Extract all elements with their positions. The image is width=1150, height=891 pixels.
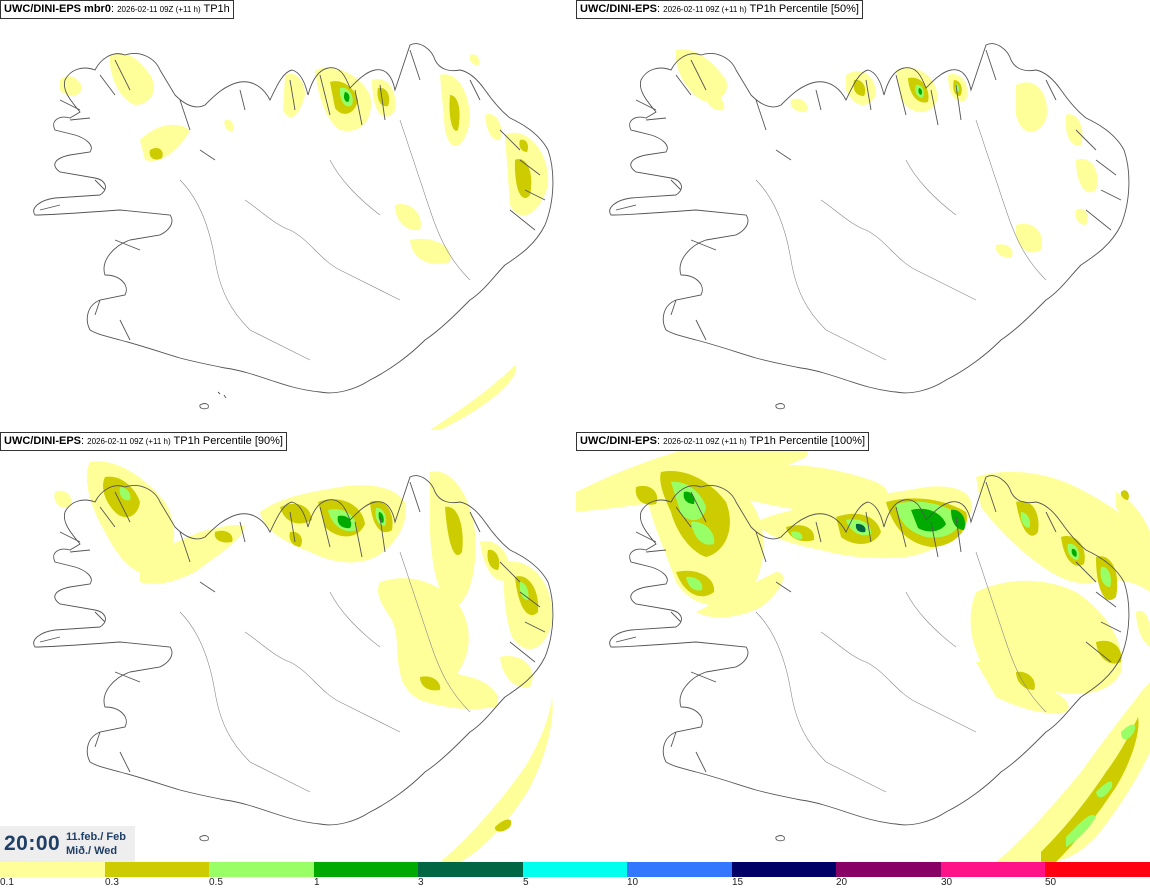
colorbar-label: 5 — [523, 877, 529, 888]
precip-colorbar — [0, 862, 1150, 877]
panel-field: TP1h Percentile [100%] — [749, 435, 866, 447]
precip-shading — [54, 461, 553, 862]
map-panel-p50: UWC/DINI-EPS: 2026-02-11 09Z (+11 h) TP1… — [576, 0, 1150, 430]
colorbar-segment — [418, 862, 523, 877]
map-panel-p100: UWC/DINI-EPS: 2026-02-11 09Z (+11 h) TP1… — [576, 432, 1150, 862]
map-panel-member0: UWC/DINI-EPS mbr0: 2026-02-11 09Z (+11 h… — [0, 0, 574, 430]
precip-shading — [576, 437, 1150, 862]
panel-title: UWC/DINI-EPS: 2026-02-11 09Z (+11 h) TP1… — [576, 0, 863, 19]
valid-date: 11.feb./ Feb — [66, 831, 126, 843]
colorbar-segment — [836, 862, 941, 877]
colorbar-segment — [209, 862, 314, 877]
precip-shading — [675, 49, 1098, 258]
precip-map — [609, 43, 1130, 410]
colorbar-segment — [314, 862, 419, 877]
colorbar-segment — [105, 862, 210, 877]
panel-title: UWC/DINI-EPS mbr0: 2026-02-11 09Z (+11 h… — [0, 0, 234, 19]
colorbar-segment — [0, 862, 105, 877]
colorbar-label: 50 — [1045, 877, 1057, 888]
iceland-coastline — [33, 475, 554, 842]
valid-time: 20:00 — [4, 832, 61, 855]
colorbar-segment — [941, 862, 1046, 877]
colorbar-label: 3 — [418, 877, 424, 888]
iceland-coastline — [33, 43, 554, 410]
iceland-coastline — [609, 475, 1130, 842]
panel-run: 2026-02-11 09Z (+11 h) — [117, 5, 201, 14]
panel-run: 2026-02-11 09Z (+11 h) — [663, 5, 747, 14]
colorbar-label: 30 — [941, 877, 953, 888]
valid-weekday: Mið./ Wed — [66, 845, 118, 857]
panel-run: 2026-02-11 09Z (+11 h) — [663, 437, 747, 446]
valid-time-box: 20:00 11.feb./ Feb Mið./ Wed — [0, 826, 135, 862]
colorbar-label: 20 — [836, 877, 848, 888]
panel-run: 2026-02-11 09Z (+11 h) — [87, 437, 171, 446]
colorbar-segment — [627, 862, 732, 877]
colorbar-label: 1 — [314, 877, 320, 888]
colorbar-label: 0.5 — [209, 877, 223, 888]
colorbar-label: 10 — [627, 877, 639, 888]
panel-field: TP1h — [203, 3, 230, 15]
colorbar-segment — [732, 862, 837, 877]
panel-title: UWC/DINI-EPS: 2026-02-11 09Z (+11 h) TP1… — [0, 432, 287, 451]
panel-title: UWC/DINI-EPS: 2026-02-11 09Z (+11 h) TP1… — [576, 432, 870, 451]
precip-map — [33, 461, 554, 862]
precip-shading — [60, 52, 549, 430]
precip-map — [33, 43, 554, 430]
colorbar-label: 0.3 — [105, 877, 119, 888]
iceland-coastline — [609, 43, 1130, 410]
map-panel-p90: UWC/DINI-EPS: 2026-02-11 09Z (+11 h) TP1… — [0, 432, 574, 862]
panel-field: TP1h Percentile [90%] — [173, 435, 283, 447]
colorbar-segment — [1045, 862, 1150, 877]
colorbar-segment — [523, 862, 628, 877]
colorbar-label: 15 — [732, 877, 744, 888]
precip-map — [576, 437, 1150, 862]
panel-field: TP1h Percentile [50%] — [749, 3, 859, 15]
colorbar-label: 0.1 — [0, 877, 14, 888]
panel-model: UWC/DINI-EPS — [4, 435, 81, 447]
panel-model: UWC/DINI-EPS — [580, 3, 657, 15]
panel-model: UWC/DINI-EPS — [580, 435, 657, 447]
panel-model: UWC/DINI-EPS mbr0 — [4, 3, 111, 15]
